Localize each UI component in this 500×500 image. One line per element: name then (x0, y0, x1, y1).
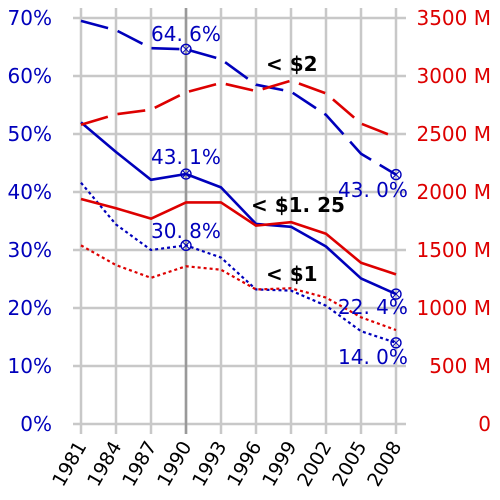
highlight-marker-circle (180, 168, 192, 180)
left-axis-tick-label: 0% (20, 412, 52, 436)
right-axis-tick-label: 3500 M (416, 6, 491, 30)
series-line-left-2 (80, 182, 397, 344)
right-axis-tick-label: 2000 M (416, 180, 491, 204)
left-axis-tick-label: 30% (8, 238, 52, 262)
point-label-two-dollar-2008: 43. 0% (338, 178, 408, 202)
right-axis-tick-label: 3000 M (416, 64, 491, 88)
right-axis-tick-label: 0 (478, 412, 491, 436)
point-label-two-dollar-1990: 64. 6% (151, 22, 221, 46)
x-axis-tick-label: 1990 (153, 438, 196, 491)
threshold-label-one-twenty-five: < $1. 25 (251, 193, 345, 217)
highlight-marker (390, 168, 402, 181)
highlight-marker-cross (182, 45, 190, 53)
point-label-one-dollar-2008: 14. 0% (338, 345, 408, 369)
x-axis-tick-label: 1987 (118, 438, 161, 491)
point-label-one-twenty-five-1990: 43. 1% (151, 145, 221, 169)
x-axis-tick-label: 2005 (328, 438, 371, 491)
series-line-left-1 (80, 121, 397, 296)
right-axis-tick-label: 500 M (429, 354, 491, 378)
x-axis-tick-label: 1993 (188, 438, 231, 491)
highlight-marker-cross (392, 171, 400, 178)
highlight-marker-circle (390, 168, 402, 181)
highlight-marker-cross (392, 290, 400, 298)
right-axis-tick-label: 2500 M (416, 122, 491, 146)
highlight-marker (180, 168, 192, 180)
left-axis-tick-label: 50% (8, 122, 52, 146)
series-line-right-3 (80, 79, 397, 139)
series-line-right-5 (80, 244, 397, 332)
highlight-marker-circle (180, 43, 192, 56)
highlight-markers (180, 43, 402, 349)
right-axis-tick-label: 1500 M (416, 238, 491, 262)
left-axis-tick-label: 20% (8, 296, 52, 320)
left-axis-tick-label: 70% (8, 6, 52, 30)
axes: 0% 10% 20% 30% 40% 50% 60% 70% 0 500 M 1000 M 1500 … (8, 6, 491, 490)
threshold-label-one-dollar: < $1 (266, 262, 318, 286)
highlight-marker-cross (392, 339, 400, 347)
highlight-marker-cross (182, 242, 190, 249)
left-axis-tick-label: 40% (8, 180, 52, 204)
left-axis-tick-label: 60% (8, 64, 52, 88)
highlight-marker-circle (390, 288, 402, 300)
left-axis-tick-label: 10% (8, 354, 52, 378)
highlight-marker (390, 337, 402, 349)
x-axis-tick-label: 2008 (363, 438, 406, 491)
grid (73, 8, 406, 434)
point-label-one-twenty-five-2008: 22. 4% (338, 295, 408, 319)
x-axis-tick-label: 1999 (258, 438, 301, 491)
series-line-left-0 (80, 19, 397, 176)
x-axis-tick-label: 1996 (223, 438, 266, 491)
highlight-marker-circle (390, 337, 402, 349)
highlight-marker-circle (180, 239, 192, 252)
highlight-marker (180, 239, 192, 252)
highlight-marker (180, 43, 192, 56)
highlight-marker-cross (182, 170, 190, 178)
x-axis-tick-label: 2002 (293, 438, 336, 491)
highlight-marker (390, 288, 402, 300)
point-label-one-dollar-1990: 30. 8% (151, 219, 221, 243)
right-axis-tick-label: 1000 M (416, 296, 491, 320)
series-line-right-4 (80, 197, 397, 276)
threshold-label-two-dollar: < $2 (266, 52, 318, 76)
x-axis-tick-label: 1984 (83, 438, 126, 491)
x-axis-tick-label: 1981 (48, 438, 91, 491)
series-lines (80, 19, 397, 344)
